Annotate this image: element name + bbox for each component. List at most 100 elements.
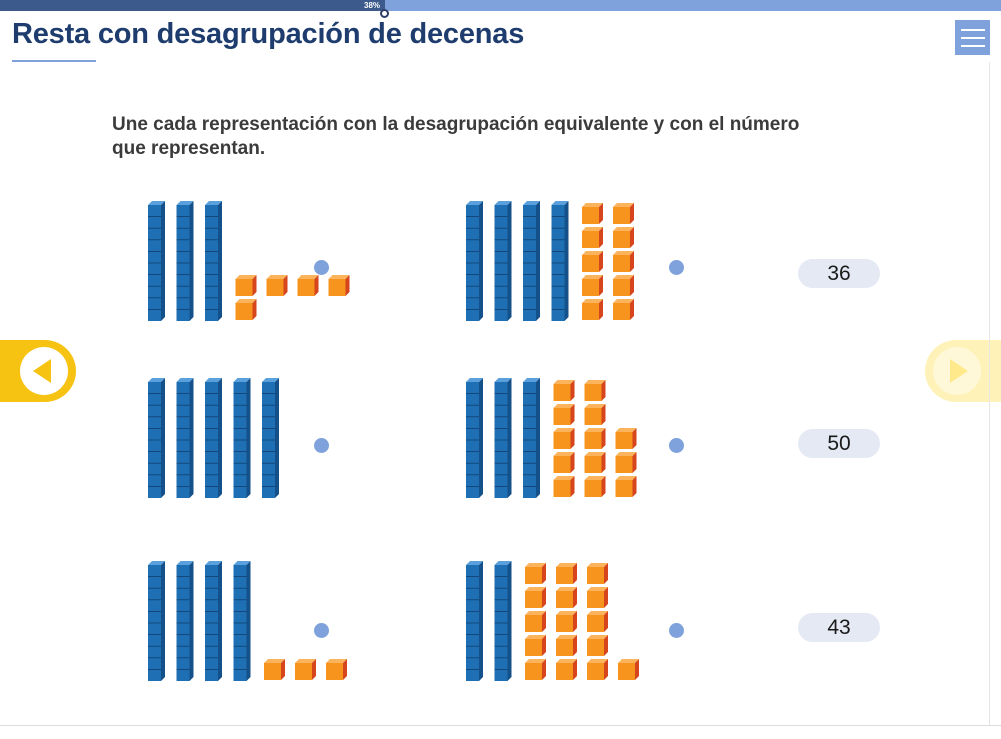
unit-cube [525,659,546,680]
ten-rod [176,378,194,498]
unit-cube [556,587,577,608]
next-button[interactable] [925,340,1001,402]
next-circle [933,347,981,395]
unit-cube [587,635,608,656]
unit-cube [295,659,316,680]
menu-button[interactable] [955,20,990,55]
ten-rod [551,201,569,321]
unit-cube [525,635,546,656]
hamburger-menu-icon-line [960,44,985,47]
unit-cube [613,275,634,296]
right-border [989,62,990,725]
unit-cube [615,452,637,473]
unit-cube [525,587,546,608]
unit-cube [235,275,257,296]
unit-cube [613,203,634,224]
unit-cube [587,563,608,584]
unit-cube [584,428,606,449]
unit-cube [525,563,546,584]
progress-label: 38% [364,1,381,10]
ten-rod [466,201,483,321]
progress-knob[interactable] [380,9,389,18]
number-pill-3[interactable]: 43 [798,613,880,642]
match-dot-right-3[interactable] [669,623,684,638]
unit-cube [264,659,285,680]
ten-rod [523,378,540,498]
unit-cube [525,611,546,632]
instruction-text: Une cada representación con la desagrupa… [112,114,800,159]
number-pill-2[interactable]: 50 [798,429,880,458]
number-pill-1[interactable]: 36 [798,259,880,288]
prev-circle [20,347,68,395]
ten-rod [233,561,251,681]
bottom-border [0,725,1001,726]
page-title: Resta con desagrupación de decenas [12,18,525,50]
unit-cube [587,659,608,680]
ten-rod [205,378,222,498]
unit-cube [613,299,634,320]
unit-cube [618,659,639,680]
unit-cube [582,299,603,320]
blocks-left-2 [148,378,279,498]
unit-cube [587,611,608,632]
unit-cube [556,563,577,584]
unit-cube [582,275,603,296]
unit-cube [553,476,575,497]
blocks-left-3 [148,561,347,681]
unit-cube [326,659,347,680]
ten-rod [148,378,165,498]
hamburger-menu-icon-line [960,36,985,39]
progress-bar: 38% [0,0,1001,11]
arrow-right-icon [950,359,968,383]
progress-fill [0,0,385,11]
match-dot-left-3[interactable] [314,623,329,638]
ten-rod [205,561,222,681]
ten-rod [148,201,165,321]
prev-button[interactable] [0,340,76,402]
unit-cube [235,299,257,320]
unit-cube [613,227,634,248]
unit-cube [556,611,577,632]
blocks-right-1 [466,201,634,321]
unit-cube [615,476,637,497]
match-dot-right-2[interactable] [669,438,684,453]
unit-cube [556,659,577,680]
unit-cube [584,476,606,497]
unit-cube [582,251,603,272]
ten-rod [176,201,194,321]
unit-cube [553,380,575,401]
ten-rod [233,378,251,498]
unit-cube [584,404,606,425]
unit-cube [582,203,603,224]
ten-rod [523,201,540,321]
unit-cube [582,227,603,248]
unit-cube [553,452,575,473]
match-dot-left-1[interactable] [314,260,329,275]
unit-cube [615,428,637,449]
ten-rod [466,378,483,498]
ten-rod [148,561,165,681]
unit-cube [297,275,319,296]
blocks-right-2 [466,378,637,498]
ten-rod [262,378,279,498]
ten-rod [494,561,512,681]
blocks-left-1 [148,201,350,321]
ten-rod [176,561,194,681]
blocks-right-3 [466,561,639,681]
unit-cube [584,380,606,401]
unit-cube [553,428,575,449]
unit-cube [584,452,606,473]
unit-cube [613,251,634,272]
unit-cube [587,587,608,608]
ten-rod [494,201,512,321]
unit-cube [328,275,350,296]
unit-cube [266,275,288,296]
ten-rod [494,378,512,498]
match-dot-right-1[interactable] [669,260,684,275]
unit-cube [556,635,577,656]
match-dot-left-2[interactable] [314,438,329,453]
title-underline [12,60,96,62]
ten-rod [466,561,483,681]
unit-cube [553,404,575,425]
ten-rod [205,201,222,321]
